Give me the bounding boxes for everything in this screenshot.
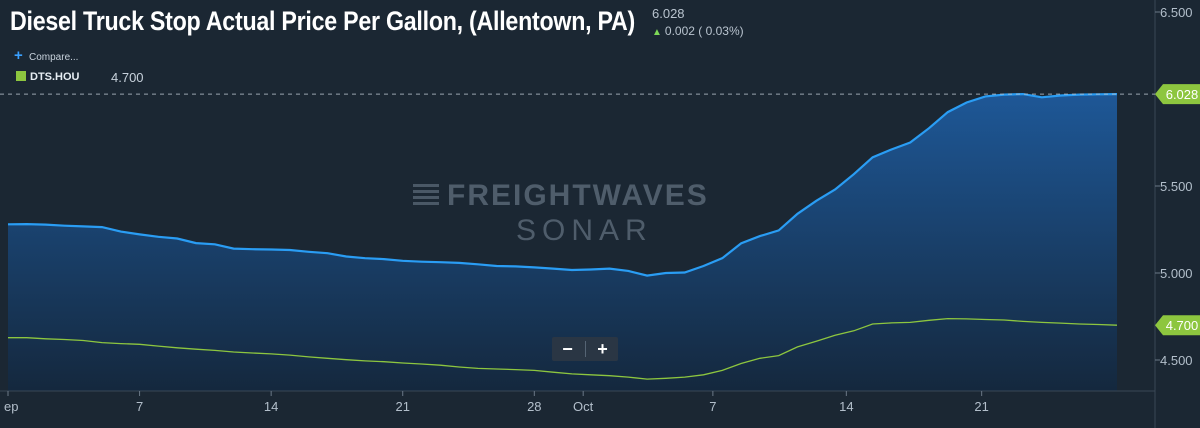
- y-tick-label: 6.500: [1160, 5, 1193, 20]
- arrow-up-icon: ▲: [652, 27, 662, 38]
- series-line-secondary: [8, 317, 1118, 380]
- area-layer: [8, 94, 1117, 391]
- page-title: Diesel Truck Stop Actual Price Per Gallo…: [10, 6, 636, 36]
- badge-shape: [1155, 315, 1200, 336]
- badge-shape: [1155, 84, 1200, 105]
- watermark-logo-icon: [413, 184, 439, 205]
- badge-label: 4.700: [1166, 318, 1199, 333]
- x-tick-label: 14: [264, 399, 278, 414]
- zoom-separator: [584, 341, 586, 357]
- plus-icon[interactable]: +: [14, 47, 23, 64]
- zoom-control: − +: [552, 337, 618, 361]
- x-tick-label: 14: [839, 399, 853, 414]
- watermark-line2: SONAR: [516, 214, 653, 247]
- legend-value: 4.700: [111, 70, 144, 85]
- watermark: FREIGHTWAVES SONAR: [413, 179, 709, 247]
- change-text: 0.002 ( 0.03%): [664, 24, 744, 38]
- x-tick-label: 28: [527, 399, 541, 414]
- y-tick-label: 4.500: [1160, 353, 1193, 368]
- change-value: ▲ 0.002 ( 0.03%): [652, 24, 744, 38]
- y-tick-label: 5.000: [1160, 266, 1193, 281]
- last-value-badge-secondary: 4.700: [1155, 315, 1200, 336]
- value-badges: 6.028 4.700: [1155, 84, 1200, 336]
- x-tick-label: 21: [395, 399, 409, 414]
- x-tick-label: ep: [4, 399, 18, 414]
- zoom-out-button[interactable]: −: [562, 339, 573, 359]
- y-tick-label: 5.500: [1160, 179, 1193, 194]
- last-value-badge-primary: 6.028: [1155, 84, 1200, 105]
- watermark-line1: FREIGHTWAVES: [447, 179, 709, 212]
- series-line-primary: [7, 92, 1118, 277]
- x-tick-label: 7: [709, 399, 716, 414]
- x-tick-label: 7: [136, 399, 143, 414]
- x-tick-label: 21: [974, 399, 988, 414]
- legend-label[interactable]: DTS.HOU: [30, 71, 80, 83]
- badge-label: 6.028: [1166, 87, 1199, 102]
- x-tick-label: Oct: [573, 399, 594, 414]
- series-lines: [7, 92, 1118, 380]
- series-area: [8, 94, 1117, 391]
- compare-link[interactable]: Compare...: [29, 52, 79, 63]
- zoom-in-button[interactable]: +: [597, 339, 608, 359]
- last-value: 6.028: [652, 6, 685, 21]
- legend-swatch: [16, 71, 26, 81]
